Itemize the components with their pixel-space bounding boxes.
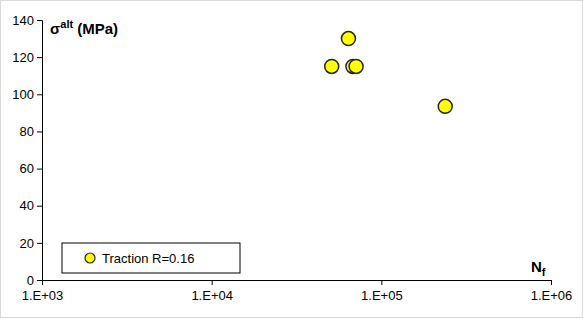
y-tick-label: 20 — [20, 236, 34, 251]
y-axis: 0 20 40 60 80 100 120 140 — [12, 13, 42, 288]
y-tick-label: 100 — [12, 87, 34, 102]
x-tick-label: 1.E+05 — [361, 288, 403, 303]
y-tick-mark — [37, 20, 42, 21]
y-tick: 40 — [20, 198, 42, 213]
x-axis-line — [43, 281, 552, 286]
y-tick: 120 — [12, 50, 42, 65]
x-tick-mark — [381, 280, 382, 285]
x-tick-label: 1.E+06 — [531, 288, 573, 303]
x-tick: 1.E+05 — [361, 280, 403, 303]
point — [349, 59, 363, 73]
legend-label: Traction R=0.16 — [102, 251, 194, 266]
y-tick-label: 120 — [12, 50, 34, 65]
x-axis: 1.E+03 1.E+04 1.E+05 1.E+06 — [22, 280, 573, 303]
x-tick: 1.E+06 — [531, 280, 573, 303]
y-tick-mark — [37, 280, 42, 281]
y-tick-mark — [37, 94, 42, 95]
y-tick: 0 — [27, 273, 42, 288]
y-tick-label: 60 — [20, 161, 34, 176]
y-axis-line — [37, 21, 43, 281]
x-tick: 1.E+04 — [191, 280, 233, 303]
chart-border — [1, 1, 583, 318]
y-axis-title: σalt (MPa) — [50, 18, 118, 37]
plot-area: 1.E+03 1.E+04 1.E+05 1.E+06 0 20 40 60 80 100 120 1… — [12, 13, 572, 303]
y-tick-label: 40 — [20, 198, 34, 213]
y-tick: 60 — [20, 161, 42, 176]
y-tick: 100 — [12, 87, 42, 102]
y-tick: 20 — [20, 236, 42, 251]
points — [325, 32, 453, 114]
y-tick-label: 140 — [12, 13, 34, 28]
legend: Traction R=0.16 — [62, 243, 240, 273]
x-tick-mark — [212, 280, 213, 285]
y-tick: 80 — [20, 124, 42, 139]
y-tick-mark — [37, 243, 42, 244]
y-tick: 140 — [12, 13, 42, 28]
point — [438, 99, 452, 113]
x-tick-mark — [551, 280, 552, 285]
legend-marker — [85, 253, 95, 263]
x-tick-label: 1.E+04 — [191, 288, 233, 303]
x-tick-label: 1.E+03 — [22, 288, 64, 303]
point — [325, 59, 339, 73]
y-tick-mark — [37, 206, 42, 207]
chart: 1.E+03 1.E+04 1.E+05 1.E+06 0 20 40 60 80 100 120 1… — [0, 0, 583, 318]
y-tick-label: 0 — [27, 273, 34, 288]
legend-box — [62, 243, 240, 273]
y-tick-label: 80 — [20, 124, 34, 139]
y-tick-mark — [37, 131, 42, 132]
y-tick-mark — [37, 169, 42, 170]
y-tick-mark — [37, 57, 42, 58]
x-axis-title: Nf — [531, 258, 546, 278]
point — [341, 32, 355, 46]
